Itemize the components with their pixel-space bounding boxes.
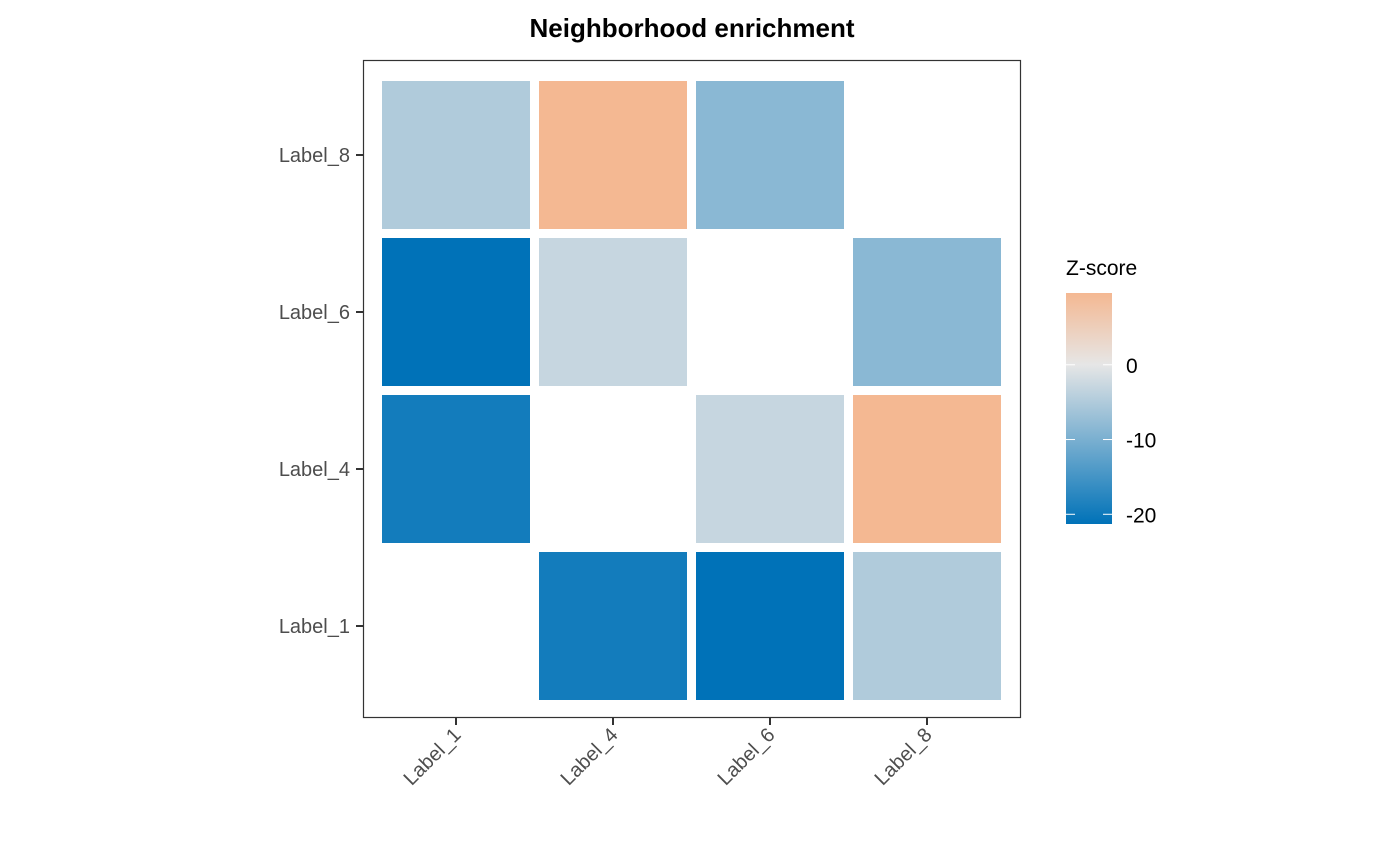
heatmap-tile [853,552,1002,701]
y-tick-label: Label_1 [279,616,350,638]
heatmap-tile [382,238,531,387]
legend-colorbar [1066,293,1112,524]
heatmap-tile [696,395,845,544]
legend-tick-label: 0 [1126,355,1138,378]
x-tick-label: Label_1 [400,724,466,790]
heatmap-tile [382,395,531,544]
x-tick-label: Label_8 [871,724,937,790]
heatmap-tile [539,81,688,230]
y-tick-label: Label_6 [279,302,350,324]
y-tick-label: Label_4 [279,459,350,481]
heatmap-tile [853,395,1002,544]
x-tick-label: Label_6 [714,724,780,790]
legend-tick-label: -20 [1126,504,1156,527]
heatmap-tile [853,238,1002,387]
legend-group: Z-score 0 -10 -20 [1066,257,1156,527]
heatmap-tile [382,81,531,230]
legend-title: Z-score [1066,257,1137,280]
heatmap-tile [539,552,688,701]
legend-tick-label: -10 [1126,430,1156,453]
tiles-group [382,81,1002,701]
chart-title: Neighborhood enrichment [530,13,855,43]
y-tick-label: Label_8 [279,145,350,167]
heatmap-tile [696,81,845,230]
heatmap-tile [539,238,688,387]
heatmap-tile [696,552,845,701]
x-tick-label: Label_4 [557,724,623,790]
